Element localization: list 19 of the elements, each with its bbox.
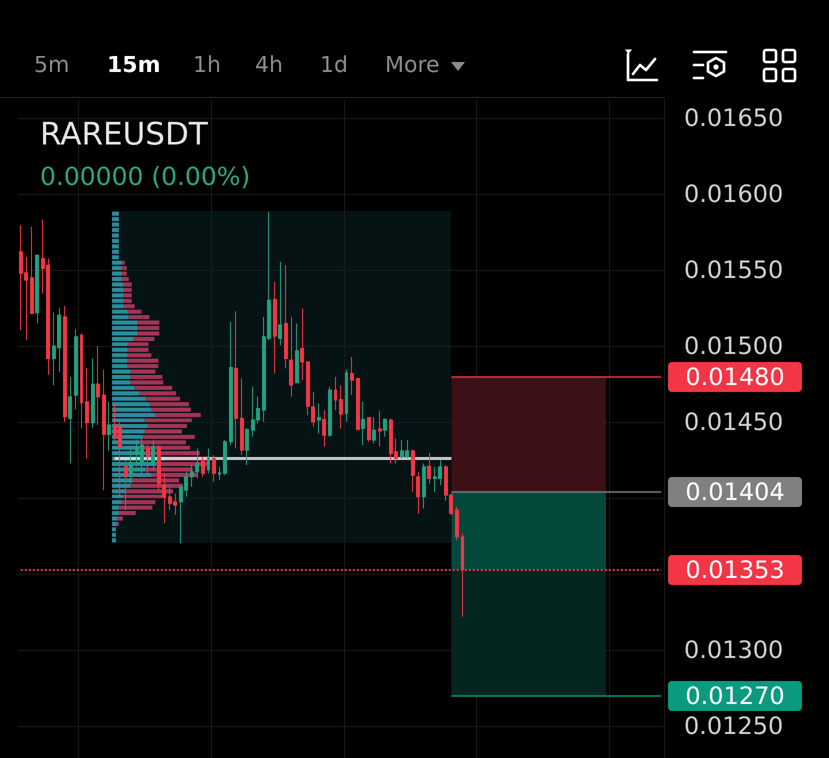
y-tick-label: 0.01500 [684, 332, 784, 360]
ref-line-label: 0.01353 [668, 554, 802, 585]
text: 15m [107, 52, 161, 80]
y-tick-label: 0.01450 [684, 408, 784, 436]
text: 1h [193, 52, 221, 80]
y-tick-label: 0.01550 [684, 256, 784, 284]
ref-line-label: 0.01480 [668, 362, 802, 392]
text: 5m [34, 52, 70, 80]
ref-line-label: 0.01404 [668, 477, 802, 508]
text: More [385, 52, 440, 80]
text: RAREUSDT [40, 116, 209, 152]
y-tick-label: 0.01300 [684, 636, 784, 664]
text: 4h [255, 52, 283, 80]
ref-line-label: 0.01270 [668, 680, 802, 711]
y-tick-label: 0.01250 [684, 712, 784, 740]
y-tick-label: 0.01600 [684, 180, 784, 208]
text: 0.00000 (0.00%) [40, 162, 250, 191]
text: 1d [320, 52, 348, 80]
y-tick-label: 0.01650 [684, 104, 784, 132]
